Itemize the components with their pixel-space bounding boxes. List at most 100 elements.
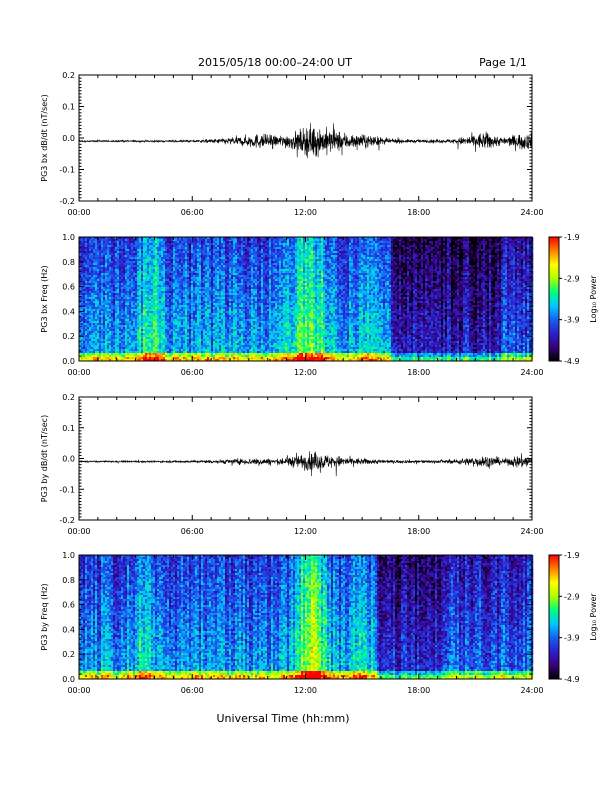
spectrogram-cell — [115, 345, 117, 347]
spectrogram-cell — [117, 313, 119, 315]
spectrogram-cell — [85, 313, 87, 315]
spectrogram-cell — [117, 271, 119, 273]
spectrogram-cell — [115, 271, 117, 273]
spectrogram-cell — [87, 339, 89, 341]
spectrogram-cell — [133, 327, 135, 329]
spectrogram-cell — [117, 287, 119, 289]
spectrogram-cell — [107, 347, 109, 349]
spectrogram-cell — [95, 241, 97, 243]
spectrogram-cell — [127, 263, 129, 265]
spectrogram-cell — [85, 243, 87, 245]
spectrogram-cell — [109, 349, 111, 351]
spectrogram-cell — [87, 259, 89, 261]
spectrogram-cell — [113, 271, 115, 273]
spectrogram-cell — [117, 335, 119, 337]
spectrogram-cell — [119, 279, 121, 281]
spectrogram-cell — [115, 273, 117, 275]
spectrogram-cell — [97, 251, 99, 253]
spectrogram-cell — [107, 269, 109, 271]
spectrogram-cell — [83, 295, 85, 297]
spectrogram-cell — [117, 315, 119, 317]
spectrogram-cell — [93, 323, 95, 325]
spectrogram-cell — [103, 337, 105, 339]
spectrogram-cell — [109, 273, 111, 275]
spectrogram-cell — [97, 329, 99, 331]
spectrogram-cell — [133, 275, 135, 277]
spectrogram-cell — [103, 285, 105, 287]
spectrogram-cell — [97, 335, 99, 337]
spectrogram-cell — [83, 259, 85, 261]
y-axis-title: PG3 bx dB/dt (nT/sec) — [40, 94, 49, 181]
spectrogram-cell — [97, 355, 99, 357]
spectrogram-cell — [117, 343, 119, 345]
spectrogram-cell — [133, 287, 135, 289]
spectrogram-cell — [103, 353, 105, 355]
spectrogram-cell — [129, 261, 131, 263]
spectrogram-cell — [125, 317, 127, 319]
spectrogram-cell — [111, 241, 113, 243]
spectrogram-cell — [115, 327, 117, 329]
spectrogram-cell — [107, 251, 109, 253]
spectrogram-cell — [119, 287, 121, 289]
spectrogram-cell — [103, 315, 105, 317]
spectrogram-cell — [99, 333, 101, 335]
spectrogram-cell — [109, 263, 111, 265]
spectrogram-cell — [127, 339, 129, 341]
spectrogram-cell — [93, 263, 95, 265]
spectrogram-cell — [107, 255, 109, 257]
spectrogram-cell — [83, 327, 85, 329]
spectrogram-cell — [129, 279, 131, 281]
spectrogram-cell — [123, 345, 125, 347]
spectrogram-cell — [103, 319, 105, 321]
spectrogram-cell — [93, 275, 95, 277]
spectrogram-cell — [89, 313, 91, 315]
spectrogram-cell — [113, 341, 115, 343]
spectrogram-cell — [111, 319, 113, 321]
spectrogram-cell — [111, 275, 113, 277]
spectrogram-cell — [105, 297, 107, 299]
spectrogram-cell — [115, 329, 117, 331]
spectrogram-cell — [83, 263, 85, 265]
spectrogram-cell — [113, 347, 115, 349]
spectrogram-cell — [81, 293, 83, 295]
spectrogram-cell — [127, 261, 129, 263]
spectrogram-cell — [95, 251, 97, 253]
spectrogram-cell — [89, 337, 91, 339]
spectrogram-cell — [129, 255, 131, 257]
spectrogram-cell — [111, 257, 113, 259]
spectrogram-cell — [127, 293, 129, 295]
spectrogram-cell — [85, 265, 87, 267]
spectrogram-cell — [113, 331, 115, 333]
spectrogram-cell — [85, 299, 87, 301]
spectrogram-cell — [113, 289, 115, 291]
spectrogram-cell — [107, 279, 109, 281]
spectrogram-cell — [87, 353, 89, 355]
spectrogram-cell — [133, 243, 135, 245]
spectrogram-cell — [101, 257, 103, 259]
spectrogram-cell — [111, 311, 113, 313]
spectrogram-cell — [103, 269, 105, 271]
spectrogram-cell — [89, 293, 91, 295]
spectrogram-cell — [119, 339, 121, 341]
spectrogram-cell — [85, 273, 87, 275]
spectrogram-cell — [93, 245, 95, 247]
spectrogram-cell — [101, 325, 103, 327]
spectrogram-cell — [113, 315, 115, 317]
spectrogram-cell — [115, 331, 117, 333]
spectrogram-cell — [85, 309, 87, 311]
spectrogram-cell — [105, 269, 107, 271]
spectrogram-cell — [121, 311, 123, 313]
spectrogram-cell — [101, 305, 103, 307]
spectrogram-cell — [91, 313, 93, 315]
spectrogram-cell — [101, 319, 103, 321]
spectrogram-cell — [89, 345, 91, 347]
spectrogram-cell — [111, 269, 113, 271]
spectrogram-cell — [97, 321, 99, 323]
spectrogram-cell — [127, 255, 129, 257]
spectrogram-cell — [119, 277, 121, 279]
spectrogram-cell — [125, 329, 127, 331]
spectrogram-cell — [85, 281, 87, 283]
spectrogram-cell — [131, 251, 133, 253]
spectrogram-cell — [109, 287, 111, 289]
spectrogram-cell — [107, 309, 109, 311]
